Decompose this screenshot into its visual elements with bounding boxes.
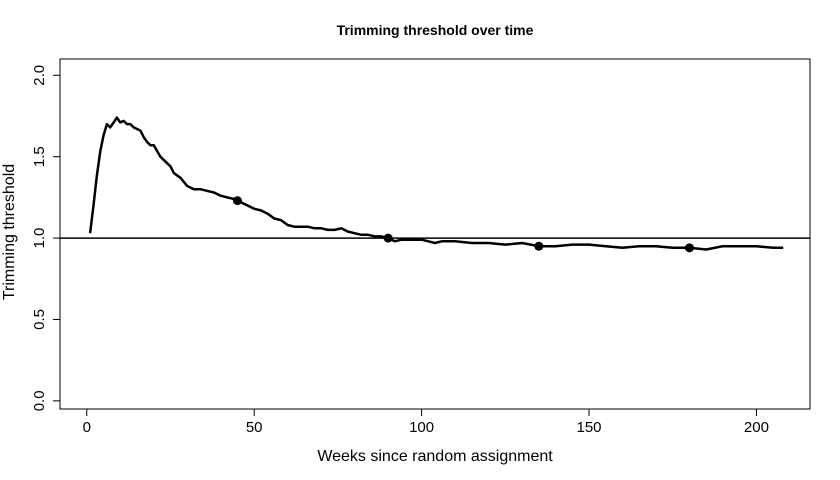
x-axis-label: Weeks since random assignment: [317, 448, 553, 465]
x-tick-label: 50: [246, 419, 263, 436]
data-point-marker: [684, 243, 694, 253]
y-tick-label: 1.0: [31, 228, 48, 249]
y-tick-label: 0.5: [31, 309, 48, 330]
x-axis: 0 50 100 150 200: [83, 408, 769, 436]
x-tick-label: 150: [577, 419, 602, 436]
x-tick-label: 200: [744, 419, 769, 436]
markers: [232, 196, 694, 253]
y-axis-label: Trimming threshold: [1, 164, 18, 300]
y-tick-label: 1.5: [31, 146, 48, 167]
chart-title: Trimming threshold over time: [337, 22, 534, 38]
data-point-marker: [232, 196, 242, 206]
plot-frame: [59, 58, 811, 410]
data-point-marker: [383, 233, 393, 243]
data-point-marker: [534, 241, 544, 251]
series-line: [88, 116, 784, 251]
y-tick-label: 0.0: [31, 390, 48, 411]
x-tick-label: 100: [409, 419, 434, 436]
y-axis: 0.0 0.5 1.0 1.5 2.0: [31, 65, 61, 411]
x-tick-label: 0: [83, 419, 91, 436]
y-tick-label: 2.0: [31, 65, 48, 86]
